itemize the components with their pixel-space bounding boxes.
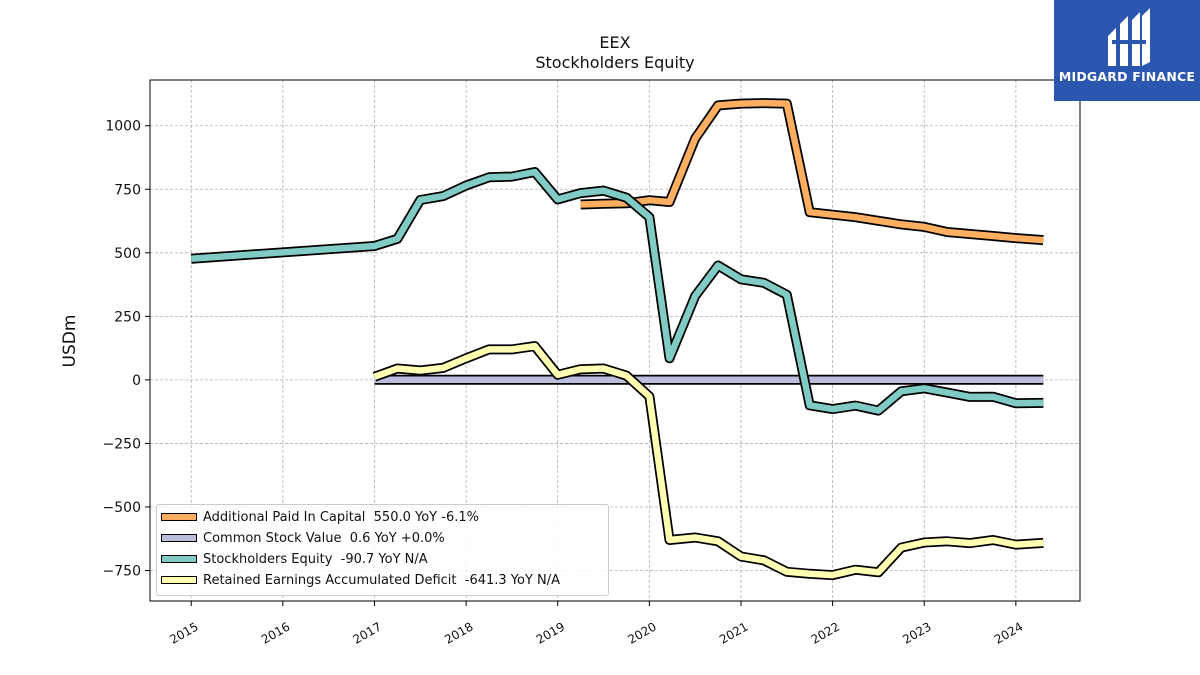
series-line-stockholders-equity xyxy=(190,168,1044,414)
y-tick-label: −750 xyxy=(103,564,141,580)
legend-label-apic: Additional Paid In Capital 550.0 YoY -6.… xyxy=(203,509,479,525)
y-tick-label: 1000 xyxy=(105,119,141,135)
legend-swatch-retained-earnings xyxy=(161,576,197,584)
x-tick-label: 2019 xyxy=(534,619,567,646)
legend-label-retained-earnings: Retained Earnings Accumulated Deficit -6… xyxy=(203,572,561,588)
y-tick-label: 500 xyxy=(114,246,141,262)
x-tick-label: 2022 xyxy=(809,619,842,646)
y-tick-label: −250 xyxy=(103,436,141,452)
x-tick-label: 2023 xyxy=(900,619,933,646)
y-tick-label: −500 xyxy=(103,500,141,516)
chart-title: EEX xyxy=(599,33,631,52)
chart-legend: Additional Paid In Capital 550.0 YoY -6.… xyxy=(156,504,609,596)
series-line-additional-paid-in-capital xyxy=(580,99,1044,244)
legend-swatch-apic xyxy=(161,513,197,521)
legend-item-retained-earnings: Retained Earnings Accumulated Deficit -6… xyxy=(161,571,560,589)
y-axis-label: USDm xyxy=(60,315,80,368)
x-tick-label: 2024 xyxy=(992,619,1025,646)
x-tick-label: 2018 xyxy=(442,619,475,646)
x-tick-label: 2020 xyxy=(625,619,658,646)
legend-item-common-stock: Common Stock Value 0.6 YoY +0.0% xyxy=(161,529,445,547)
x-tick-label: 2017 xyxy=(351,619,384,646)
y-tick-label: 750 xyxy=(114,182,141,198)
y-tick-label: 0 xyxy=(132,373,141,389)
logo-mark-icon xyxy=(1108,8,1150,66)
logo-text: MIDGARD FINANCE xyxy=(1058,69,1196,84)
legend-swatch-common-stock xyxy=(161,534,197,542)
legend-label-stockholders-equity: Stockholders Equity -90.7 YoY N/A xyxy=(203,551,428,567)
series-line-retained-earnings-accumulated-deficit xyxy=(373,342,1044,579)
chart-subtitle: Stockholders Equity xyxy=(535,53,695,72)
x-tick-label: 2021 xyxy=(717,619,750,646)
plot-frame xyxy=(149,79,1081,602)
x-tick-label: 2016 xyxy=(259,619,292,646)
y-tick-label: 250 xyxy=(114,309,141,325)
legend-label-common-stock: Common Stock Value 0.6 YoY +0.0% xyxy=(203,530,445,546)
x-tick-label: 2015 xyxy=(167,619,200,646)
legend-swatch-stockholders-equity xyxy=(161,555,197,563)
legend-item-apic: Additional Paid In Capital 550.0 YoY -6.… xyxy=(161,508,479,526)
legend-item-stockholders-equity: Stockholders Equity -90.7 YoY N/A xyxy=(161,550,428,568)
brand-logo: MIDGARD FINANCE xyxy=(1054,0,1200,101)
